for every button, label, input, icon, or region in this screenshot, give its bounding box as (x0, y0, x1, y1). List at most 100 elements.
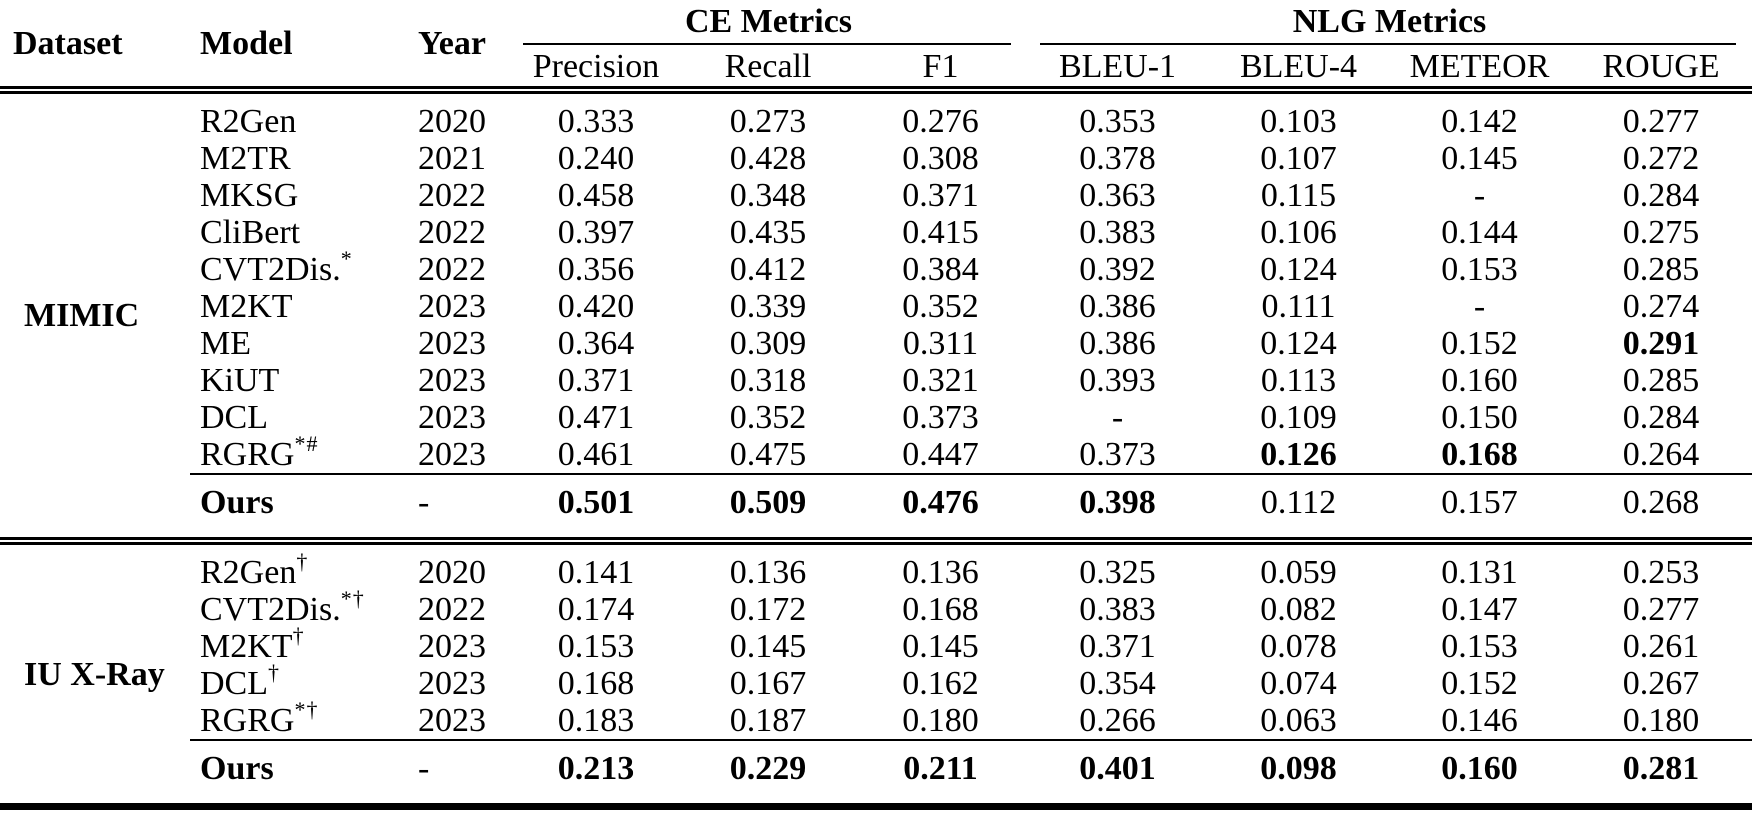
metric-value-cell: 0.384 (902, 251, 979, 288)
model-cell: DCL (190, 399, 410, 436)
table-row: M2TR 2021 0.240 0.428 0.308 0.378 0.107 0.145 0.… (0, 140, 1752, 177)
table-row: IU X-Ray R2Gen† 2020 0.141 0.136 0.136 0.325 0.… (0, 541, 1752, 810)
col-header-year: Year (410, 0, 510, 94)
metric-value-cell: 0.187 (729, 702, 807, 739)
col-group-nlg-metrics: NLG Metrics (1027, 0, 1752, 46)
year-cell: 2023 (418, 325, 486, 362)
ours-row: Ours -0.501 0.509 0.476 0.398 0.112 0.157 0.268 (0, 473, 1752, 545)
metric-value-cell: 0.353 (1079, 103, 1156, 140)
col-header-bleu4: BLEU-4 (1208, 46, 1389, 94)
metric-value-cell: 0.183 (557, 702, 635, 739)
model-superscript: † (268, 660, 280, 685)
metric-value-cell: 0.352 (729, 399, 807, 436)
metric-value-cell: 0.126 (1260, 436, 1337, 473)
model-cell: DCL† (190, 662, 410, 703)
metric-value-cell: 0.172 (729, 591, 807, 628)
metric-value-cell: 0.145 (902, 628, 979, 665)
table-row: M2KT† 2023 0.153 0.145 0.145 0.371 0.078 0.153 0… (0, 625, 1752, 666)
metric-value-cell: 0.145 (729, 628, 807, 665)
col-header-dataset: Dataset (0, 0, 190, 94)
metric-value-cell: 0.124 (1260, 251, 1337, 288)
metric-value-cell: 0.268 (1570, 473, 1752, 545)
metric-value-cell: 0.383 (1079, 591, 1156, 628)
metric-value-cell: 0.277 (1622, 591, 1700, 628)
table-header: Dataset Model Year CE Metrics NLG Metric… (0, 0, 1752, 94)
model-superscript: *† (340, 586, 365, 611)
model-superscript: *# (294, 431, 319, 456)
model-name: Ours (200, 484, 274, 521)
metric-value-cell: 0.509 (682, 473, 854, 545)
metric-value-cell: 0.447 (902, 436, 979, 473)
metric-value-cell: 0.264 (1622, 436, 1700, 473)
metric-value-cell: 0.145 (1441, 140, 1518, 177)
metric-value-cell: 0.153 (1441, 628, 1518, 665)
metric-value-cell: 0.098 (1208, 739, 1389, 810)
model-name: CliBert (200, 214, 301, 251)
metric-value-cell: 0.318 (729, 362, 807, 399)
metric-value-cell: 0.059 (1260, 554, 1337, 591)
model-cell: CliBert (190, 214, 410, 251)
model-name: RGRG (200, 436, 295, 473)
year-cell: 2023 (418, 628, 486, 665)
metric-value-cell: 0.285 (1622, 251, 1700, 288)
metric-value-cell: 0.211 (854, 739, 1027, 810)
model-superscript: † (292, 623, 305, 648)
metric-value-cell: 0.471 (557, 399, 635, 436)
ce-metrics-group-label: CE Metrics (684, 3, 853, 40)
metric-value-cell: 0.308 (902, 140, 979, 177)
table-row: DCL† 2023 0.168 0.167 0.162 0.354 0.074 0.152 0.… (0, 662, 1752, 703)
metric-value-cell: 0.284 (1622, 177, 1700, 214)
model-cell: CVT2Dis.* (190, 248, 410, 289)
metric-value-cell: 0.162 (902, 665, 979, 702)
model-cell: Ours (190, 739, 410, 810)
metric-value-cell: 0.267 (1622, 665, 1700, 702)
metric-value-cell: 0.401 (1027, 739, 1208, 810)
year-cell: 2023 (418, 362, 486, 399)
dataset-label: IU X-Ray (0, 541, 190, 810)
metric-value-cell: 0.398 (1027, 473, 1208, 545)
model-cell: RGRG*† (190, 699, 410, 740)
metric-value-cell: 0.168 (1441, 436, 1518, 473)
metric-value-cell: 0.348 (729, 177, 807, 214)
metric-value-cell: 0.461 (557, 436, 635, 473)
nlg-metrics-group-label: NLG Metrics (1292, 3, 1487, 40)
metric-value-cell: - (1473, 177, 1486, 214)
metric-value-cell: 0.373 (1079, 436, 1156, 473)
table-row: CVT2Dis.* 2022 0.356 0.412 0.384 0.392 0.124 0.… (0, 248, 1752, 289)
year-cell: 2023 (418, 288, 486, 325)
col-header-meteor: METEOR (1389, 46, 1570, 94)
metric-value-cell: 0.333 (557, 103, 635, 140)
dataset-section-iu-x-ray: IU X-Ray R2Gen† 2020 0.141 0.136 0.136 0.325 0.… (0, 541, 1752, 810)
metric-value-cell: 0.354 (1079, 665, 1156, 702)
ours-row: Ours -0.213 0.229 0.211 0.401 0.098 0.160 0.281 (0, 739, 1752, 810)
metric-value-cell: 0.144 (1441, 214, 1518, 251)
metric-value-cell: 0.136 (902, 554, 979, 591)
metric-value-cell: 0.152 (1441, 325, 1518, 362)
metric-value-cell: 0.150 (1441, 399, 1518, 436)
metric-value-cell: 0.412 (729, 251, 807, 288)
model-name: RGRG (200, 702, 295, 739)
year-cell: 2023 (418, 702, 486, 739)
metric-value-cell: 0.160 (1441, 362, 1518, 399)
metric-value-cell: 0.393 (1079, 362, 1156, 399)
metric-value-cell: 0.309 (729, 325, 807, 362)
metric-value-cell: - (1473, 288, 1486, 325)
col-header-bleu1: BLEU-1 (1027, 46, 1208, 94)
metric-value-cell: 0.277 (1622, 103, 1700, 140)
year-cell: 2022 (418, 591, 486, 628)
model-name: R2Gen (200, 554, 297, 591)
metric-value-cell: 0.107 (1260, 140, 1337, 177)
metric-value-cell: 0.213 (510, 739, 682, 810)
metric-value-cell: 0.291 (1622, 325, 1700, 362)
model-name: DCL (200, 665, 268, 702)
metric-value-cell: 0.321 (902, 362, 979, 399)
year-cell: 2021 (418, 140, 486, 177)
metric-value-cell: 0.475 (729, 436, 807, 473)
metric-value-cell: 0.167 (729, 665, 807, 702)
metric-value-cell: 0.386 (1079, 288, 1156, 325)
col-header-rouge: ROUGE (1570, 46, 1752, 94)
metric-value-cell: 0.153 (1441, 251, 1518, 288)
metric-value-cell: 0.275 (1622, 214, 1700, 251)
metric-value-cell: 0.109 (1260, 399, 1337, 436)
table-row: CVT2Dis.*† 2022 0.174 0.172 0.168 0.383 0.082 0… (0, 588, 1752, 629)
